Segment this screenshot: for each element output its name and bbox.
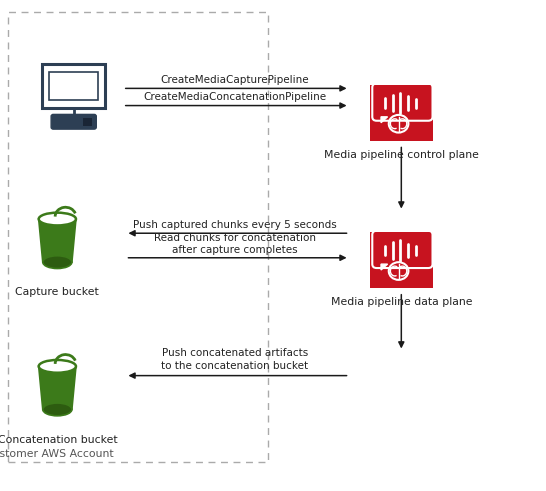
Bar — [8, 12, 268, 462]
Text: Media pipeline control plane: Media pipeline control plane — [324, 150, 479, 160]
Bar — [83, 118, 92, 126]
FancyBboxPatch shape — [51, 114, 96, 129]
Bar — [370, 85, 433, 141]
Polygon shape — [39, 219, 76, 262]
Ellipse shape — [39, 360, 76, 373]
Text: CreateMediaCapturePipeline: CreateMediaCapturePipeline — [161, 76, 309, 85]
Ellipse shape — [43, 403, 72, 416]
Text: Concatenation bucket: Concatenation bucket — [0, 435, 117, 444]
Text: Push concatenated artifacts
to the concatenation bucket: Push concatenated artifacts to the conca… — [161, 348, 308, 371]
Polygon shape — [381, 117, 388, 123]
Ellipse shape — [39, 213, 76, 225]
Text: Customer AWS Account: Customer AWS Account — [0, 449, 114, 459]
Text: Media pipeline data plane: Media pipeline data plane — [330, 297, 472, 307]
Bar — [43, 64, 105, 108]
Bar — [49, 72, 98, 100]
Text: Read chunks for concatenation
after capture completes: Read chunks for concatenation after capt… — [154, 233, 316, 255]
Polygon shape — [381, 264, 388, 270]
Text: Capture bucket: Capture bucket — [15, 287, 99, 297]
Polygon shape — [39, 366, 76, 409]
Text: Push captured chunks every 5 seconds: Push captured chunks every 5 seconds — [133, 220, 337, 230]
Text: CreateMediaConcatenationPipeline: CreateMediaConcatenationPipeline — [143, 92, 327, 102]
Bar — [370, 232, 433, 289]
Ellipse shape — [43, 256, 72, 269]
